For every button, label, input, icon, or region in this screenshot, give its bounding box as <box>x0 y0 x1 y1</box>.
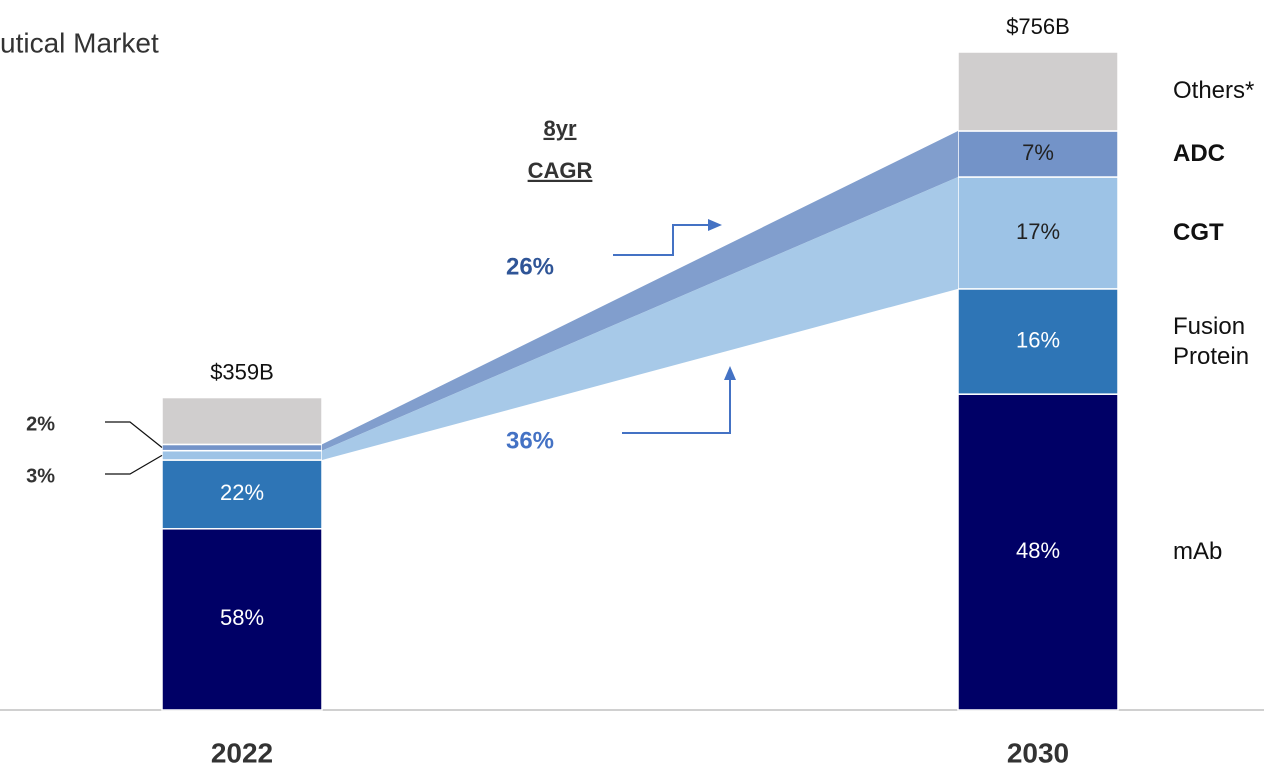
legend-label: CGT <box>1173 218 1224 246</box>
cagr-arrow <box>613 224 712 256</box>
total-label: $756B <box>1006 14 1070 39</box>
cagr-title: CAGR <box>528 158 593 183</box>
growth-ribbon <box>322 130 958 451</box>
leader-line <box>105 454 163 475</box>
value-label: 16% <box>1016 327 1060 352</box>
bar-segment <box>161 459 323 530</box>
bar-segment <box>957 176 1119 290</box>
bar-segment <box>161 449 323 461</box>
bar-segment <box>161 443 323 452</box>
bar-segment <box>161 396 323 446</box>
bar-segment <box>957 393 1119 711</box>
value-label: 22% <box>220 480 264 505</box>
cagr-title: 8yr <box>543 116 576 141</box>
bar-segment <box>957 288 1119 395</box>
chart-title: utical Market <box>0 27 159 58</box>
legend-label: mAb <box>1173 538 1223 566</box>
legend-label: Fusion Protein <box>1173 312 1250 370</box>
bar-segment <box>957 51 1119 132</box>
leader-line <box>105 421 163 449</box>
bar-segment <box>957 130 1119 178</box>
legend-label: Others* <box>1173 77 1255 105</box>
x-tick-label: 2030 <box>1007 737 1069 768</box>
x-tick-label: 2022 <box>211 737 273 768</box>
value-label: 58% <box>220 605 264 630</box>
value-label: 17% <box>1016 219 1060 244</box>
bar-segment <box>161 528 323 711</box>
cagr-label: 36% <box>506 427 554 454</box>
growth-ribbon <box>322 177 958 461</box>
value-label: 3% <box>26 465 55 487</box>
total-label: $359B <box>210 359 274 384</box>
cagr-arrowhead <box>708 219 722 231</box>
cagr-arrowhead <box>724 366 736 380</box>
value-label: 48% <box>1016 538 1060 563</box>
value-label: 2% <box>26 413 55 435</box>
cagr-label: 26% <box>506 253 554 280</box>
cagr-arrow <box>622 378 731 434</box>
legend-label: ADC <box>1173 139 1225 167</box>
value-label: 7% <box>1022 140 1054 165</box>
